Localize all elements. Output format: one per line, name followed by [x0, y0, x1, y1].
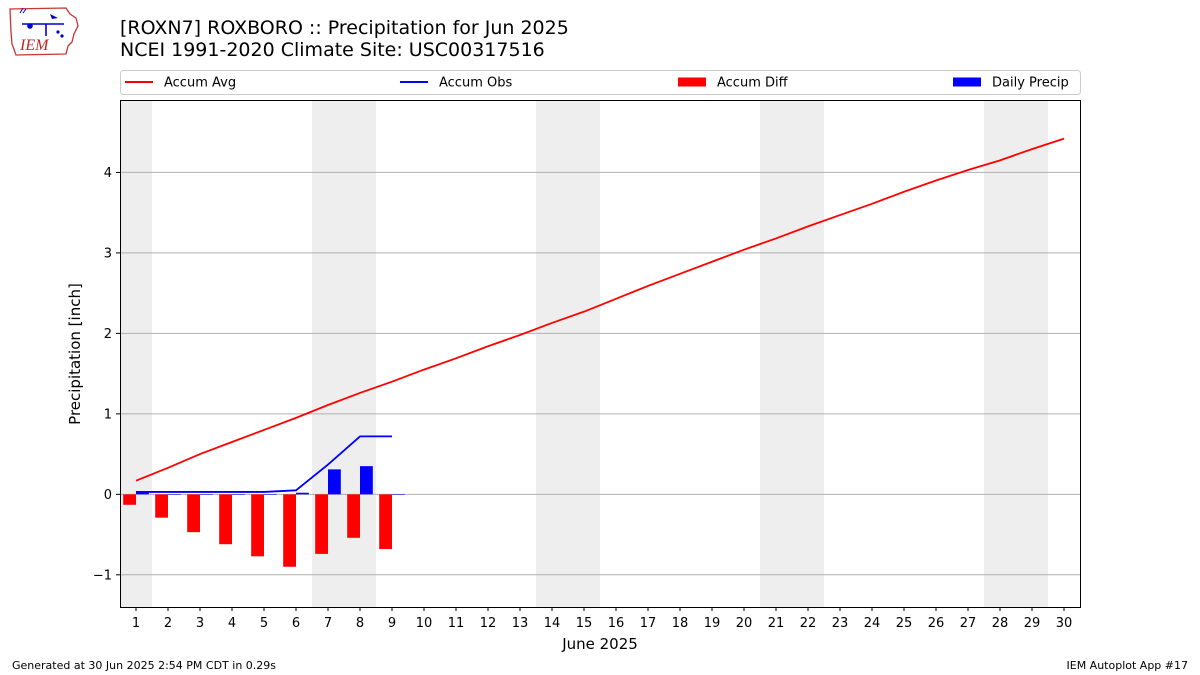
plot-frame — [120, 100, 1081, 608]
y-gridlines — [120, 171, 1080, 576]
accum-obs-line — [136, 435, 392, 493]
accum-diff-bar — [251, 494, 264, 557]
daily-precip-bar — [360, 466, 373, 495]
legend: Accum Avg Accum Obs Accum Diff Daily Precip — [120, 70, 1081, 95]
x-axis-label: June 2025 — [561, 635, 638, 653]
weekend-band — [984, 100, 1016, 607]
bars — [123, 466, 405, 567]
daily-precip-bar — [296, 492, 309, 495]
x-tick-label: 18 — [672, 616, 689, 631]
daily-precip-bar — [232, 494, 245, 495]
accum-diff-bar — [123, 494, 136, 505]
weekend-band — [760, 100, 792, 607]
lines — [135, 137, 1065, 493]
x-tick-label: 30 — [1056, 616, 1073, 631]
x-tick-label: 14 — [544, 616, 561, 631]
x-tick-label: 21 — [768, 616, 785, 631]
legend-label: Accum Obs — [439, 76, 512, 91]
accum-avg-line — [135, 137, 1065, 482]
accum-diff-bar — [155, 494, 168, 518]
x-tick-label: 15 — [576, 616, 593, 631]
x-tick-label: 25 — [896, 616, 913, 631]
weekend-band — [120, 100, 152, 607]
x-tick-label: 11 — [448, 616, 465, 631]
x-tick-label: 2 — [164, 616, 172, 631]
weekend-band — [1016, 100, 1048, 607]
x-tick-label: 23 — [832, 616, 849, 631]
x-tick-label: 6 — [292, 616, 300, 631]
y-tick-label: 0 — [104, 488, 112, 503]
x-tick-label: 24 — [864, 616, 881, 631]
x-tick-label: 8 — [356, 616, 364, 631]
x-tick-label: 10 — [416, 616, 433, 631]
accum-diff-bar — [219, 494, 232, 545]
iowa-state-outline — [9, 7, 79, 56]
y-tick-label: 2 — [104, 327, 112, 342]
daily-precip-bar — [392, 494, 405, 495]
accum-diff-bar — [347, 494, 360, 538]
y-axis: −1 0 1 2 3 4 — [93, 166, 120, 583]
chart-subtitle: NCEI 1991-2020 Climate Site: USC00317516 — [120, 39, 545, 61]
logo-text: IEM — [19, 37, 50, 54]
x-tick-label: 3 — [196, 616, 204, 631]
daily-precip-bar — [264, 494, 277, 495]
x-tick-label: 20 — [736, 616, 753, 631]
weekend-shading — [120, 100, 1048, 607]
app-label: IEM Autoplot App #17 — [1066, 659, 1189, 672]
x-axis: 1 2 3 4 5 6 7 8 9 10 11 12 13 14 15 16 17 18 19 20 21 22 23 24 2… — [132, 607, 1072, 631]
legend-label: Accum Diff — [717, 76, 789, 91]
legend-swatch — [953, 77, 981, 87]
y-tick-label: 1 — [104, 407, 112, 422]
daily-precip-bar — [328, 469, 341, 495]
daily-precip-bar — [136, 491, 149, 495]
x-tick-label: 9 — [388, 616, 396, 631]
accum-diff-bar — [379, 494, 392, 550]
daily-precip-bar — [168, 494, 181, 495]
y-tick-label: 3 — [104, 246, 112, 261]
y-axis-label: Precipitation [inch] — [66, 283, 84, 425]
legend-label: Daily Precip — [992, 76, 1069, 91]
x-tick-label: 27 — [960, 616, 977, 631]
x-tick-label: 13 — [512, 616, 529, 631]
accum-diff-bar — [187, 494, 200, 533]
accum-diff-bar — [283, 494, 296, 567]
x-tick-label: 16 — [608, 616, 625, 631]
accum-diff-bar — [315, 494, 328, 554]
weekend-band — [792, 100, 824, 607]
x-tick-label: 1 — [132, 616, 140, 631]
daily-precip-bar — [200, 494, 213, 495]
x-tick-label: 17 — [640, 616, 657, 631]
x-tick-label: 29 — [1024, 616, 1041, 631]
generated-timestamp: Generated at 30 Jun 2025 2:54 PM CDT in … — [12, 659, 277, 672]
x-tick-label: 26 — [928, 616, 945, 631]
chart-title: [ROXN7] ROXBORO :: Precipitation for Jun… — [120, 17, 569, 39]
legend-box — [120, 70, 1081, 95]
x-tick-label: 12 — [480, 616, 497, 631]
x-tick-label: 4 — [228, 616, 236, 631]
legend-swatch — [678, 77, 706, 87]
x-tick-label: 22 — [800, 616, 817, 631]
y-tick-label: 4 — [104, 166, 112, 181]
legend-label: Accum Avg — [164, 76, 236, 91]
weekend-band — [536, 100, 568, 607]
x-tick-label: 28 — [992, 616, 1009, 631]
x-tick-label: 5 — [260, 616, 268, 631]
weekend-band — [568, 100, 600, 607]
iem-logo: IEM — [9, 7, 79, 56]
x-tick-label: 19 — [704, 616, 721, 631]
x-tick-label: 7 — [324, 616, 332, 631]
y-tick-label: −1 — [93, 568, 112, 583]
